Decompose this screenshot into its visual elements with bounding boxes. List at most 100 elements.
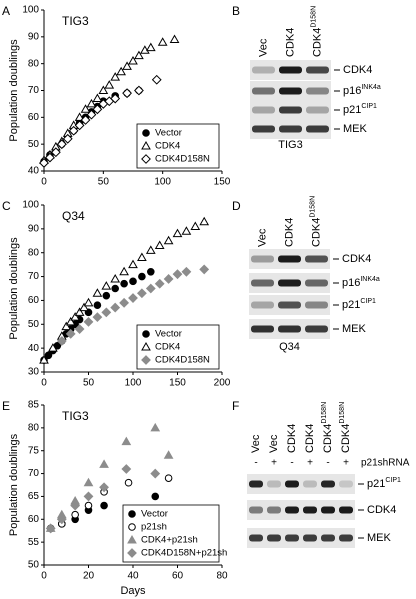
legend-label: p21sh [141, 522, 167, 533]
cell-line: Q34 [279, 341, 300, 353]
point [93, 301, 102, 310]
band [267, 534, 281, 542]
point [86, 98, 97, 108]
point [190, 221, 201, 230]
legend-label: Vector [155, 128, 182, 139]
point [39, 158, 49, 168]
lane-label-text: Vec [257, 38, 269, 57]
legend-box [136, 123, 220, 169]
legend-box [122, 504, 220, 563]
point [74, 120, 85, 131]
band [267, 480, 281, 488]
row-label: p21CIP1 [367, 477, 401, 490]
point [169, 34, 180, 44]
band [306, 87, 329, 95]
row-label-text: MEK [367, 532, 392, 544]
row-label: CDK4 [343, 64, 372, 76]
legend-marker [127, 548, 137, 558]
point [65, 328, 76, 339]
point [181, 226, 192, 235]
y-tick-label: 65 [28, 491, 40, 502]
row-label: MEK [367, 532, 392, 544]
point [110, 273, 121, 283]
legend-label: Vector [155, 329, 182, 340]
row-label-sup: CIP1 [361, 103, 377, 110]
point [74, 307, 85, 316]
y-tick-label: 90 [28, 31, 40, 42]
legend-marker [141, 140, 151, 150]
point [110, 302, 121, 313]
y-axis-label: Population doublings [8, 39, 20, 142]
legend-label: CDK4D158N [155, 355, 210, 366]
point [172, 269, 183, 280]
lane-label-text: Vec [250, 434, 262, 453]
point [121, 436, 132, 446]
row-label: MEK [343, 123, 368, 135]
point [50, 147, 61, 158]
legend-marker [128, 523, 136, 531]
legend-box [136, 324, 220, 370]
band [305, 279, 328, 287]
lane-label-sup: D158N [339, 402, 346, 424]
lane-label-text: Vec [256, 228, 268, 247]
x-tick-label: 80 [216, 571, 228, 582]
point [110, 72, 121, 81]
x-tick-label: 150 [169, 378, 186, 389]
legend-label: CDK4 [155, 342, 180, 353]
y-tick-label: 80 [28, 58, 40, 69]
panel-label: E [2, 399, 10, 413]
row-label-text: CDK4 [367, 504, 396, 516]
point [163, 235, 174, 245]
band [339, 506, 353, 514]
lane-label-text: CDK4 [340, 424, 352, 453]
point [45, 152, 55, 163]
lane-label-text: CDK4 [283, 218, 295, 247]
row-label-text: p21 [367, 478, 385, 490]
band [252, 125, 275, 133]
point [80, 115, 91, 125]
point [151, 492, 160, 501]
band [306, 106, 329, 114]
row-label: p16INK4a [342, 276, 380, 289]
x-tick-label: 60 [172, 571, 184, 582]
legend-marker [141, 341, 151, 351]
blot-strip [247, 474, 355, 494]
y-axis-label: Population doublings [8, 433, 20, 536]
band [267, 506, 281, 514]
point [154, 278, 165, 289]
point [79, 302, 89, 312]
point [128, 55, 138, 65]
y-tick-label: 50 [28, 560, 40, 571]
point [104, 80, 115, 89]
band [278, 325, 301, 333]
x-tick-label: 20 [83, 571, 95, 582]
band [251, 255, 274, 263]
point [154, 240, 165, 250]
point [120, 279, 128, 288]
y-tick-label: 100 [22, 5, 39, 16]
annotation: TIG3 [62, 409, 89, 423]
band [306, 125, 329, 133]
lane-label-text: CDK4 [310, 218, 322, 247]
lane-label: CDK4 [284, 28, 296, 57]
lane-label-sup: D158N [309, 196, 316, 218]
point [128, 259, 138, 269]
point [199, 216, 210, 226]
point [48, 343, 58, 352]
band [278, 255, 301, 263]
y-tick-label: 100 [22, 200, 39, 211]
legend-marker [128, 510, 136, 518]
point [45, 523, 56, 534]
point [119, 266, 129, 276]
row-label: p21CIP1 [342, 298, 376, 311]
lane-label-text: Vec [268, 434, 280, 453]
lane-label: CDK4 [304, 424, 316, 453]
band [306, 66, 329, 74]
row-label: CDK4 [342, 253, 371, 265]
band [303, 506, 317, 514]
y-tick-label: 75 [28, 445, 40, 456]
band [321, 480, 335, 488]
legend-label: Vector [141, 509, 168, 520]
point [163, 274, 174, 284]
band [278, 279, 301, 287]
